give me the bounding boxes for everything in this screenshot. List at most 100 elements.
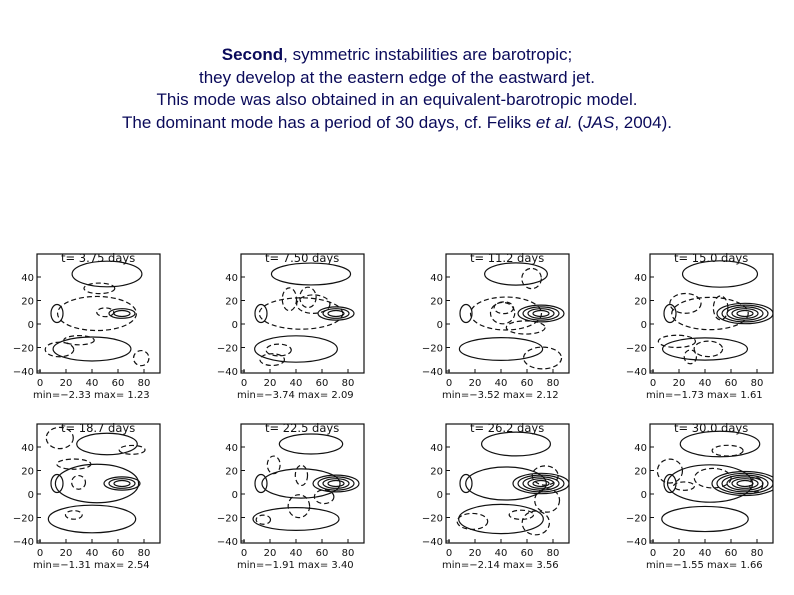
- panel-title: t= 22.5 days: [265, 421, 339, 435]
- panel-frame: [36, 253, 161, 374]
- positive-contour: [459, 303, 473, 324]
- x-tick-label: 60: [521, 548, 534, 559]
- min-max-readout: min=−3.74 max= 2.09: [237, 390, 354, 401]
- min-max-readout: min=−2.14 max= 3.56: [442, 560, 559, 571]
- min-max-readout: min=−1.73 max= 1.61: [646, 390, 763, 401]
- y-tick-label: −20: [422, 344, 443, 355]
- positive-contour: [108, 308, 136, 319]
- y-tick-label: 40: [225, 273, 238, 284]
- y-tick-label: 20: [430, 467, 443, 478]
- x-tick-label: 20: [673, 548, 686, 559]
- positive-contour: [522, 306, 560, 321]
- positive-contour: [261, 468, 341, 499]
- y-tick-label: 20: [225, 467, 238, 478]
- negative-contour: [83, 282, 116, 295]
- positive-contour: [50, 473, 64, 494]
- min-max-readout: min=−3.52 max= 2.12: [442, 390, 559, 401]
- negative-contour: [64, 510, 83, 520]
- positive-contour: [327, 309, 345, 318]
- positive-contour: [679, 430, 761, 458]
- caption-line-1-text: , symmetric instabilities are barotropic…: [283, 45, 573, 64]
- x-tick-label: 40: [495, 378, 508, 389]
- negative-contour: [669, 292, 702, 314]
- panel-title: t= 15.0 days: [674, 251, 748, 265]
- x-tick-label: 80: [547, 548, 560, 559]
- x-tick-label: 20: [673, 378, 686, 389]
- caption-emphasis: Second: [221, 45, 284, 64]
- positive-contour: [270, 262, 352, 286]
- panel-frame: [240, 423, 365, 544]
- y-tick-label: −20: [13, 344, 34, 355]
- negative-contour: [522, 346, 563, 370]
- positive-contour: [731, 478, 759, 489]
- y-tick-label: 20: [430, 297, 443, 308]
- negative-contour: [469, 296, 543, 331]
- x-tick-label: 0: [241, 378, 247, 389]
- contour-field: [254, 262, 355, 367]
- positive-contour: [254, 473, 268, 494]
- negative-contour: [96, 307, 115, 318]
- y-tick-label: 0: [232, 320, 238, 331]
- caption-line-1: Second, symmetric instabilities are baro…: [0, 44, 794, 67]
- positive-contour: [532, 479, 550, 488]
- x-tick-label: 0: [446, 548, 452, 559]
- negative-contour: [294, 464, 309, 487]
- panel-frame: [240, 253, 365, 374]
- y-tick-label: −20: [217, 514, 238, 525]
- positive-contour: [661, 337, 749, 361]
- negative-contour: [258, 297, 344, 330]
- x-tick-label: 60: [316, 548, 329, 559]
- y-tick-label: 40: [430, 443, 443, 454]
- x-tick-label: 60: [725, 548, 738, 559]
- negative-contour: [521, 267, 542, 290]
- positive-contour: [103, 476, 141, 491]
- min-max-readout: min=−1.31 max= 2.54: [33, 560, 150, 571]
- positive-contour: [327, 479, 345, 488]
- x-tick-label: 60: [316, 378, 329, 389]
- positive-contour: [711, 470, 773, 497]
- x-tick-label: 80: [547, 378, 560, 389]
- x-tick-label: 40: [290, 548, 303, 559]
- x-tick-label: 20: [264, 378, 277, 389]
- y-tick-label: 40: [634, 443, 647, 454]
- y-tick-label: 0: [641, 320, 647, 331]
- positive-contour: [465, 466, 547, 501]
- negative-contour: [71, 474, 87, 490]
- positive-contour: [71, 260, 143, 288]
- panel-title: t= 11.2 days: [470, 251, 544, 265]
- positive-contour: [681, 260, 759, 288]
- negative-contour: [508, 509, 535, 521]
- caption-line-4-post: , 2004).: [614, 112, 672, 132]
- negative-contour: [299, 286, 317, 309]
- positive-contour: [113, 479, 131, 488]
- contour-field: [456, 431, 569, 536]
- negative-contour: [118, 444, 146, 455]
- y-tick-label: 0: [641, 490, 647, 501]
- positive-contour: [317, 306, 355, 321]
- y-tick-label: −40: [626, 367, 647, 378]
- negative-contour: [56, 458, 92, 470]
- x-tick-label: 40: [86, 548, 99, 559]
- positive-contour: [527, 478, 555, 489]
- y-tick-label: 40: [21, 443, 34, 454]
- panel-frame: [36, 423, 161, 544]
- contour-field: [458, 262, 565, 370]
- negative-contour: [56, 295, 138, 332]
- negative-contour: [266, 455, 281, 475]
- contour-field: [657, 260, 773, 365]
- y-tick-label: 0: [437, 320, 443, 331]
- positive-contour: [731, 308, 759, 319]
- positive-contour: [76, 432, 138, 456]
- caption-etal: et al.: [535, 112, 573, 132]
- negative-contour: [712, 295, 729, 321]
- negative-contour: [255, 514, 272, 525]
- positive-contour: [312, 474, 360, 493]
- caption-line-3: This mode was also obtained in an equiva…: [156, 90, 638, 109]
- negative-contour: [711, 444, 744, 457]
- positive-contour: [252, 507, 340, 531]
